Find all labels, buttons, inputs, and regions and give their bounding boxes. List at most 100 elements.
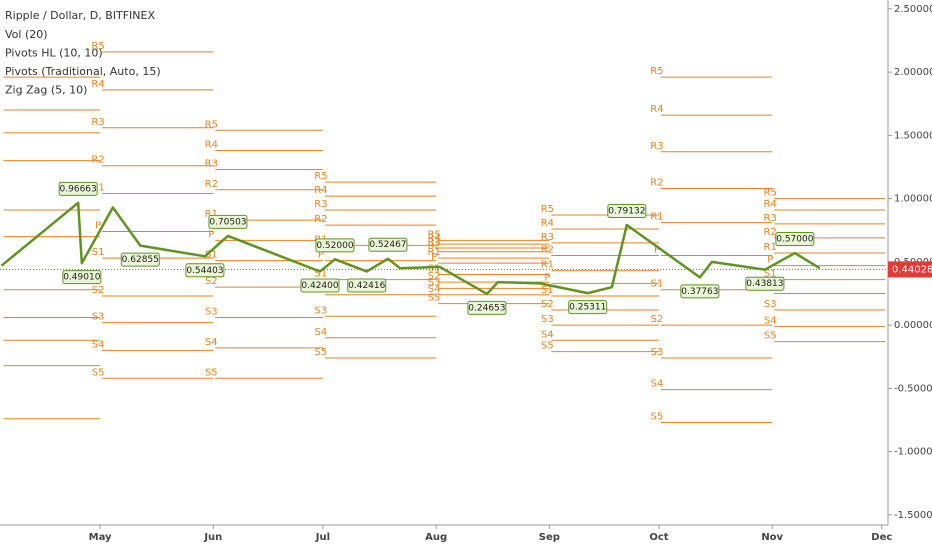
value-label-box <box>368 237 408 252</box>
pivot-label: S1 <box>541 285 554 296</box>
pivot-label: S5 <box>764 331 777 342</box>
pivot-label: S5 <box>92 367 105 378</box>
value-label-box <box>208 214 248 229</box>
pivot-label: R1 <box>205 209 218 220</box>
value-label: 0.42400 <box>301 281 338 291</box>
value-label: 0.96663 <box>60 184 97 194</box>
pivot-label: S3 <box>428 277 441 288</box>
pivot-label: R1 <box>541 260 554 271</box>
pivot-label: R1 <box>427 247 440 258</box>
x-tick-label: Jun <box>203 532 222 543</box>
pivot-label: S5 <box>205 367 218 378</box>
value-label-box <box>58 181 98 196</box>
pivot-label: S4 <box>651 379 664 390</box>
pivot-label: S4 <box>92 339 105 350</box>
indicator-label: Pivots (Traditional, Auto, 15) <box>5 65 161 78</box>
pivot-label: R4 <box>91 79 104 90</box>
pivot-label: R4 <box>650 104 663 115</box>
y-tick-label: 1.50000 <box>894 130 932 141</box>
pivot-label: S1 <box>428 264 441 275</box>
y-tick-label: -1.50000 <box>894 510 932 521</box>
y-tick-label: 2.00000 <box>894 67 932 78</box>
value-label-box <box>467 300 507 315</box>
pivot-label: R3 <box>427 237 440 248</box>
pivot-label: S5 <box>315 347 328 358</box>
pivot-label: S3 <box>651 347 664 358</box>
pivot-label: S2 <box>541 299 554 310</box>
pivot-label: S1 <box>205 250 218 261</box>
value-label: 0.52467 <box>369 240 406 250</box>
value-label: 0.62855 <box>122 255 159 265</box>
pivot-label: R4 <box>427 233 440 244</box>
value-label-box <box>775 232 815 247</box>
value-label: 0.57000 <box>776 235 813 245</box>
value-label: 0.54403 <box>186 266 223 276</box>
value-label-box <box>120 252 160 267</box>
value-label: 0.25311 <box>569 303 606 313</box>
last-price-tag <box>888 261 932 278</box>
pivot-label: R5 <box>764 188 777 199</box>
pivot-label: P <box>654 245 660 256</box>
pivot-label: S5 <box>541 341 554 352</box>
pivot-label: R4 <box>541 218 554 229</box>
pivot-label: S3 <box>92 312 105 323</box>
value-label: 0.52000 <box>316 241 353 251</box>
value-label-box <box>680 284 720 299</box>
pivot-label: R2 <box>205 179 218 190</box>
pivot-label: S3 <box>315 305 328 316</box>
x-tick-label: Aug <box>425 532 447 543</box>
pivot-label: S2 <box>92 285 105 296</box>
chart-title: Ripple / Dollar, D, BITFINEX <box>5 9 155 22</box>
y-tick-label: 2.50000 <box>894 4 932 15</box>
pivot-label: R1 <box>650 212 663 223</box>
pivot-label: S1 <box>315 269 328 280</box>
indicator-label: Vol (20) <box>5 28 48 41</box>
pivot-label: R5 <box>314 171 327 182</box>
pivot-label: R5 <box>91 41 104 52</box>
pivot-label: R5 <box>427 229 440 240</box>
pivot-label: S5 <box>428 293 441 304</box>
pivot-label: R3 <box>764 213 777 224</box>
value-label-box <box>300 278 340 293</box>
x-tick-label: May <box>89 532 112 543</box>
value-label: 0.42416 <box>348 281 385 291</box>
pivot-label: R4 <box>314 185 327 196</box>
value-label: 0.24653 <box>468 303 505 313</box>
value-label-box <box>607 204 647 219</box>
pivot-label: R4 <box>764 199 777 210</box>
pivot-label: S2 <box>651 314 664 325</box>
x-tick-label: Nov <box>761 532 783 543</box>
value-label-box <box>315 238 355 253</box>
pivot-label: S1 <box>92 247 105 258</box>
pivot-label: S4 <box>205 337 218 348</box>
value-label: 0.49010 <box>63 273 100 283</box>
pivot-label: S4 <box>428 284 441 295</box>
pivot-label: S3 <box>764 299 777 310</box>
pivot-label: R3 <box>205 159 218 170</box>
value-label-box <box>568 300 608 315</box>
x-tick-label: Sep <box>539 532 560 543</box>
pivot-label: S4 <box>315 327 328 338</box>
pivot-label: R3 <box>314 199 327 210</box>
x-tick-label: Dec <box>871 532 892 543</box>
pivot-label: R2 <box>764 227 777 238</box>
pivot-label: S2 <box>205 276 218 287</box>
y-tick-label: -0.50000 <box>894 383 932 394</box>
value-label-box <box>62 270 102 285</box>
pivot-label: S3 <box>541 314 554 325</box>
pivot-label: R3 <box>541 232 554 243</box>
pivot-label: R2 <box>650 177 663 188</box>
pivot-label: R5 <box>205 119 218 130</box>
pivot-label: P <box>431 252 437 263</box>
pivot-label: S5 <box>651 412 664 423</box>
value-label-box <box>347 278 387 293</box>
pivot-label: S2 <box>428 271 441 282</box>
pivot-label: S3 <box>205 307 218 318</box>
pivot-label: R1 <box>764 242 777 253</box>
value-label: 0.79132 <box>608 207 645 217</box>
pivot-label: R3 <box>91 117 104 128</box>
pivot-label: R2 <box>91 155 104 166</box>
pivot-label: R5 <box>650 66 663 77</box>
pivot-label: S4 <box>541 329 554 340</box>
